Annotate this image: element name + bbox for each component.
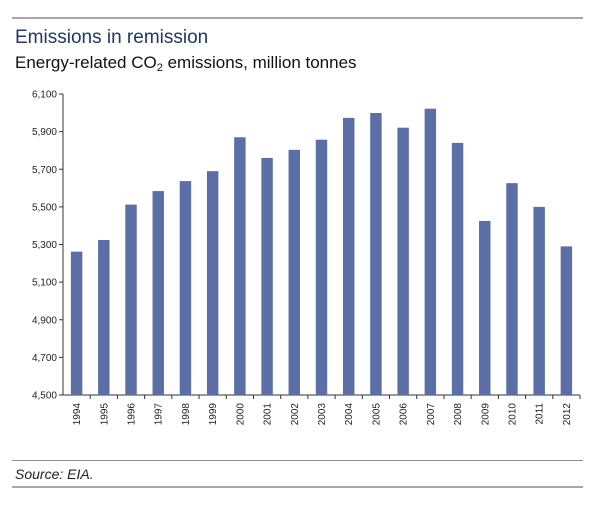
- bar-1998: [179, 181, 192, 395]
- bar-1999: [206, 171, 219, 395]
- subtitle-prefix: Energy-related CO: [15, 53, 157, 72]
- y-tick-label: 4,700: [32, 353, 57, 364]
- x-tick-label: 2011: [535, 403, 546, 425]
- bar-2000: [234, 137, 246, 396]
- subtitle-subscript: 2: [156, 62, 163, 74]
- y-tick-label: 5,900: [32, 127, 57, 138]
- x-tick-label: 2001: [263, 403, 274, 426]
- bar-1997: [152, 191, 164, 395]
- bar-chart: 4,500 4,700 4,900 5,100 5,300 5,500 5,700 5,900…: [32, 90, 581, 426]
- x-tick-label: 1995: [99, 403, 110, 426]
- top-rule: [12, 17, 583, 19]
- y-tick-label: 4,500: [32, 391, 57, 402]
- bar-2002: [288, 149, 301, 395]
- bar-2011: [533, 206, 545, 395]
- y-tick-label: 5,300: [32, 240, 57, 251]
- bar-2004: [342, 117, 355, 395]
- x-tick-label: 2005: [371, 403, 382, 426]
- subtitle-suffix: emissions, million tonnes: [162, 53, 357, 72]
- bar-1996: [125, 204, 137, 395]
- bar-2005: [370, 113, 382, 396]
- x-tick-label: 2008: [453, 403, 464, 426]
- bar-2003: [315, 139, 328, 395]
- source-note: Source: EIA.: [15, 466, 94, 482]
- x-tick-label: 1997: [154, 403, 165, 426]
- x-tick-label: 2002: [290, 403, 301, 426]
- x-tick-label: 2007: [426, 403, 437, 426]
- bar-2010: [506, 183, 518, 395]
- bar-2006: [397, 127, 409, 395]
- bar-2008: [451, 142, 464, 395]
- x-tick-label: 2003: [317, 403, 328, 426]
- chart-title: Emissions in remission: [15, 27, 209, 48]
- bottom-rule: [12, 486, 583, 488]
- y-tick-label: 5,500: [32, 202, 57, 213]
- bar-1995: [98, 239, 110, 395]
- x-tick-label: 2012: [562, 403, 573, 426]
- bar-2012: [560, 246, 573, 395]
- x-tick-label: 1998: [181, 403, 192, 426]
- x-tick-label: 2009: [480, 403, 491, 426]
- footer-rule: [12, 460, 583, 461]
- y-tick-label: 5,700: [32, 165, 57, 176]
- bar-1994: [70, 251, 83, 395]
- bar-2009: [479, 220, 491, 395]
- x-tick-label: 2000: [235, 403, 246, 426]
- x-tick-label: 1996: [127, 403, 138, 426]
- chart-subtitle: Energy-related CO2 emissions, million to…: [15, 53, 357, 74]
- y-tick-label: 6,100: [32, 90, 57, 101]
- bar-2001: [261, 157, 273, 395]
- x-tick-label: 2004: [344, 403, 355, 426]
- x-tick-label: 2010: [507, 403, 518, 426]
- y-tick-label: 4,900: [32, 315, 57, 326]
- y-tick-label: 5,100: [32, 278, 57, 289]
- bar-2007: [424, 108, 437, 395]
- x-tick-label: 1994: [72, 403, 83, 426]
- x-tick-label: 2006: [399, 403, 410, 426]
- x-tick-label: 1999: [208, 403, 219, 426]
